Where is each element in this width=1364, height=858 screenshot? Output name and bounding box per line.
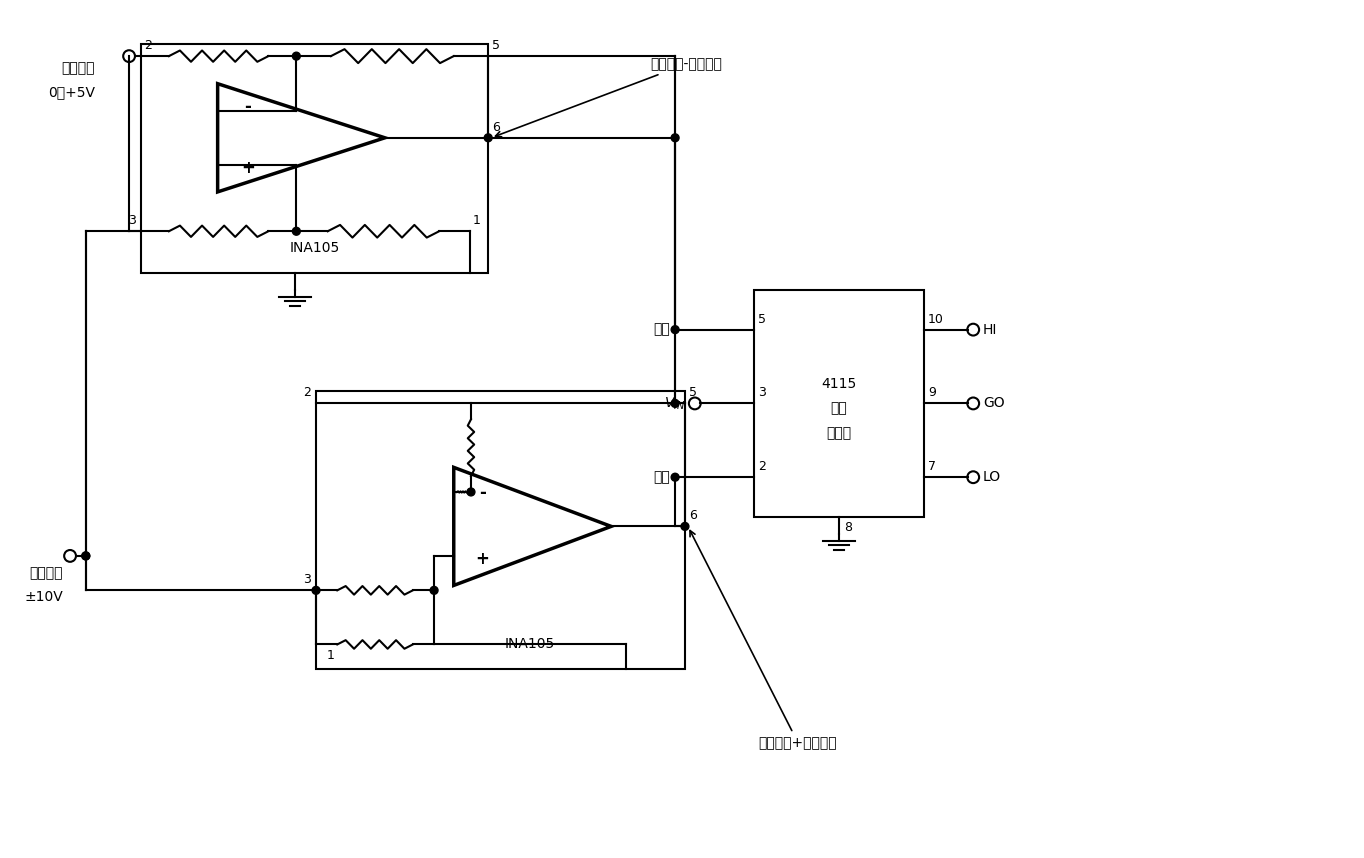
Text: 窗口跨度: 窗口跨度	[61, 61, 94, 75]
Bar	[140, 45, 488, 273]
Text: 6: 6	[689, 510, 697, 523]
Text: 上限: 上限	[653, 470, 670, 484]
Text: 窗口中心-窗口跨度: 窗口中心-窗口跨度	[495, 57, 723, 136]
Text: 8: 8	[844, 522, 852, 535]
Text: INA105: INA105	[289, 241, 340, 255]
Text: 0～+5V: 0～+5V	[48, 86, 94, 100]
Text: 3: 3	[303, 573, 311, 586]
Text: 3: 3	[128, 214, 136, 227]
Text: 窗口中心+窗口跨度: 窗口中心+窗口跨度	[690, 530, 837, 750]
Text: GO: GO	[983, 396, 1005, 410]
Text: +: +	[241, 159, 255, 177]
Text: 6: 6	[492, 121, 501, 134]
Text: 5: 5	[492, 39, 501, 52]
Text: 3: 3	[758, 386, 765, 400]
Circle shape	[484, 134, 492, 142]
Text: $\it{V}_{IN}$: $\it{V}_{IN}$	[663, 396, 685, 412]
Text: 9: 9	[928, 386, 936, 400]
Text: 1: 1	[327, 650, 334, 662]
Circle shape	[671, 474, 679, 481]
Text: 5: 5	[689, 386, 697, 400]
Bar	[316, 390, 685, 669]
Text: +: +	[475, 551, 490, 569]
Circle shape	[82, 552, 90, 560]
Text: 2: 2	[143, 39, 151, 52]
Circle shape	[292, 52, 300, 60]
Circle shape	[671, 400, 679, 408]
Circle shape	[671, 134, 679, 142]
Circle shape	[292, 227, 300, 235]
Text: 窗口中心: 窗口中心	[30, 565, 63, 580]
Text: LO: LO	[983, 470, 1001, 484]
Text: 下限: 下限	[653, 323, 670, 336]
Text: 比较器: 比较器	[827, 426, 851, 440]
Text: HI: HI	[983, 323, 997, 336]
Text: 1: 1	[472, 214, 480, 227]
Text: 2: 2	[303, 386, 311, 400]
Text: -: -	[479, 485, 486, 502]
Circle shape	[82, 552, 90, 560]
Text: 4115: 4115	[821, 377, 857, 390]
Text: 5: 5	[758, 312, 765, 326]
Circle shape	[312, 586, 321, 595]
Text: ±10V: ±10V	[25, 590, 63, 604]
Text: 2: 2	[758, 460, 765, 474]
Text: 窗口: 窗口	[831, 402, 847, 415]
Text: -: -	[244, 99, 251, 117]
Text: INA105: INA105	[505, 637, 555, 651]
Circle shape	[430, 586, 438, 595]
Bar	[754, 290, 923, 517]
Circle shape	[681, 523, 689, 530]
Circle shape	[671, 326, 679, 334]
Text: 7: 7	[928, 460, 936, 474]
Text: 10: 10	[928, 312, 944, 326]
Circle shape	[466, 488, 475, 496]
